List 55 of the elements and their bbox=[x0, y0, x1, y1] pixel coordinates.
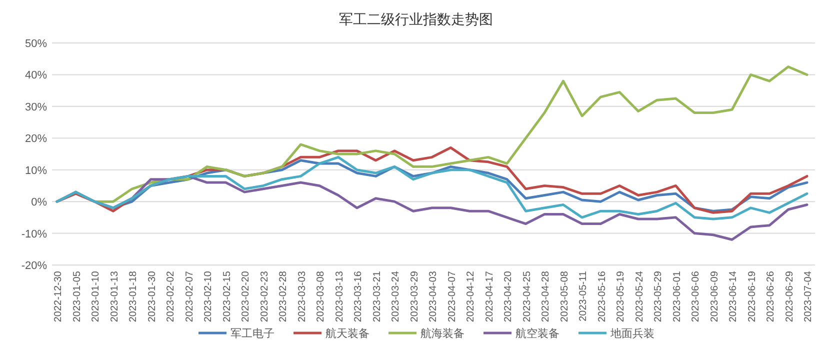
x-tick-label: 2023-04-12 bbox=[466, 270, 476, 322]
y-tick-label: 40% bbox=[24, 70, 48, 82]
x-tick-label: 2023-05-29 bbox=[653, 270, 664, 322]
x-tick-label: 2023-04-20 bbox=[503, 270, 514, 322]
x-tick-label: 2023-04-03 bbox=[428, 270, 439, 322]
x-tick-label: 2023-01-05 bbox=[72, 270, 83, 322]
y-tick-label: -20% bbox=[21, 260, 48, 272]
x-tick-label: 2023-06-26 bbox=[766, 270, 776, 322]
x-tick-label: 2023-06-06 bbox=[690, 270, 702, 322]
x-tick-label: 2023-01-30 bbox=[146, 270, 158, 322]
legend-label: 航天装备 bbox=[326, 327, 370, 340]
legend-label: 航海装备 bbox=[420, 327, 464, 340]
x-tick-label: 2023-05-24 bbox=[634, 270, 646, 322]
x-tick-label: 2023-04-07 bbox=[446, 270, 458, 322]
x-tick-label: 2023-04-25 bbox=[522, 270, 533, 322]
y-tick-label: 30% bbox=[24, 101, 48, 114]
x-tick-label: 2023-06-19 bbox=[746, 270, 758, 322]
x-tick-label: 2023-03-24 bbox=[390, 270, 402, 322]
x-tick-label: 2023-07-04 bbox=[803, 270, 814, 322]
y-tick-label: 0% bbox=[31, 196, 48, 209]
y-tick-label: 20% bbox=[24, 133, 48, 146]
x-tick-label: 2023-06-29 bbox=[784, 270, 796, 322]
x-tick-label: 2023-05-08 bbox=[559, 270, 570, 322]
x-tick-label: 2023-03-03 bbox=[296, 270, 308, 322]
x-tick-label: 2023-01-18 bbox=[128, 270, 139, 322]
x-tick-label: 2023-06-09 bbox=[709, 270, 720, 322]
legend-label: 军工电子 bbox=[230, 327, 274, 340]
x-tick-label: 2023-03-08 bbox=[316, 270, 326, 322]
chart-title: 军工二级行业指数走势图 bbox=[339, 11, 493, 27]
x-tick-label: 2023-02-02 bbox=[166, 270, 176, 322]
x-tick-label: 2023-05-19 bbox=[616, 270, 626, 322]
x-tick-label: 2023-02-28 bbox=[278, 270, 289, 322]
x-tick-label: 2023-02-15 bbox=[222, 270, 233, 322]
x-tick-label: 2023-04-28 bbox=[540, 270, 552, 322]
x-tick-label: 2023-06-01 bbox=[672, 270, 683, 322]
x-tick-label: 2023-03-16 bbox=[353, 270, 364, 322]
x-tick-label: 2023-02-10 bbox=[203, 270, 214, 322]
x-tick-label: 2023-01-13 bbox=[109, 270, 120, 322]
x-tick-label: 2023-03-13 bbox=[334, 270, 346, 322]
x-tick-label: 2023-04-17 bbox=[484, 270, 496, 322]
x-tick-label: 2023-06-14 bbox=[728, 270, 739, 322]
x-tick-label: 2023-02-23 bbox=[259, 270, 270, 322]
x-tick-label: 2023-01-10 bbox=[90, 270, 102, 322]
x-tick-label: 2023-02-20 bbox=[240, 270, 252, 322]
y-tick-label: -10% bbox=[21, 228, 48, 240]
x-tick-label: 2023-05-16 bbox=[596, 270, 608, 322]
x-tick-label: 2023-02-07 bbox=[184, 270, 196, 322]
legend-label: 航空装备 bbox=[516, 327, 560, 340]
legend-label: 地面兵装 bbox=[610, 327, 654, 340]
y-tick-label: 10% bbox=[24, 164, 48, 177]
x-tick-label: 2023-03-21 bbox=[372, 270, 383, 322]
x-tick-label: 2023-05-11 bbox=[578, 270, 589, 322]
y-tick-label: 50% bbox=[24, 38, 48, 50]
x-tick-label: 2023-03-29 bbox=[409, 270, 420, 322]
x-tick-label: 2022-12-30 bbox=[53, 270, 64, 322]
